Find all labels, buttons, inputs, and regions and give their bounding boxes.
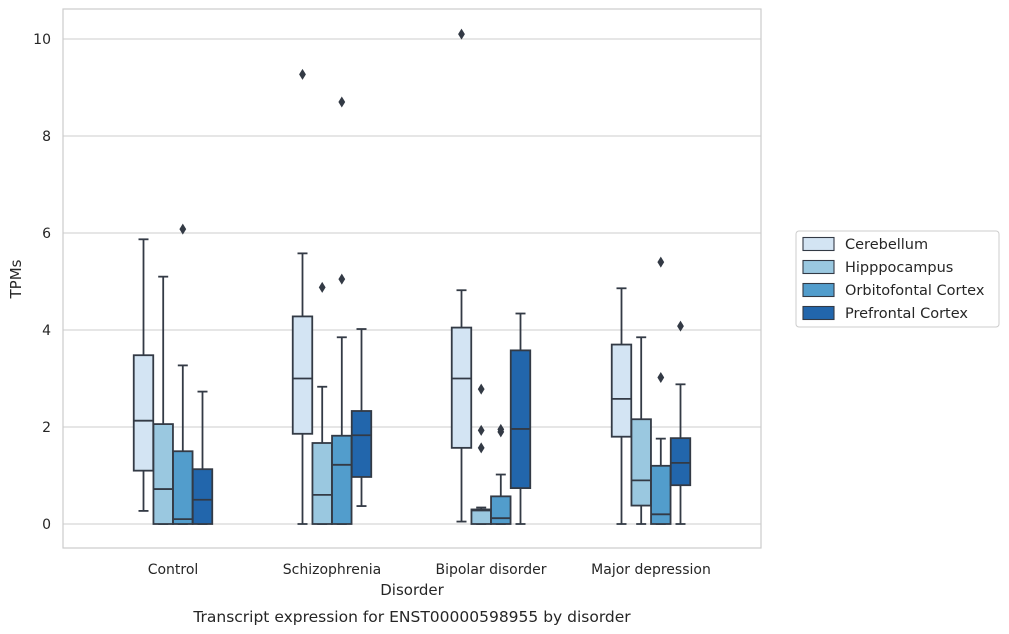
box-3-1 [350, 328, 373, 507]
x-tick-label: Bipolar disorder [435, 562, 546, 578]
legend-frame [795, 230, 1000, 328]
box-0-0 [132, 238, 155, 512]
outlier-point [657, 372, 665, 384]
legend-label: Prefrontal Cortex [845, 306, 968, 322]
y-tick-label: 10 [33, 32, 51, 48]
x-axis-ticks: Control Schizophrenia Bipolar disorder Majo… [148, 562, 711, 578]
outlier-point [497, 426, 505, 438]
plot-area [132, 28, 692, 525]
box-3-3 [669, 320, 692, 525]
box-body [132, 354, 155, 472]
x-tick-label: Schizophrenia [283, 562, 381, 578]
legend-swatch [802, 236, 835, 252]
legend-swatch [802, 282, 835, 298]
box-body [509, 349, 532, 490]
box-body [490, 495, 512, 525]
outlier-point [477, 424, 485, 436]
outlier-point [677, 320, 684, 332]
outlier-point [338, 96, 346, 108]
box-3-2 [509, 312, 532, 525]
chart-caption: Transcript expression for ENST0000059895… [192, 608, 631, 626]
box-body [191, 468, 214, 525]
outlier-point [318, 281, 326, 293]
box-1-1 [311, 281, 333, 525]
x-axis-title: Disorder [380, 581, 444, 599]
outlier-point [477, 383, 485, 395]
box-2-2 [490, 423, 512, 525]
legend-label: Orbitofontal Cortex [845, 283, 985, 299]
outlier-point [338, 273, 346, 285]
box-body [311, 442, 333, 525]
y-tick-label: 0 [42, 517, 51, 533]
box-0-1 [291, 68, 314, 525]
outlier-point [299, 68, 306, 80]
legend-swatch [802, 305, 835, 321]
box-2-3 [650, 256, 672, 525]
y-axis-ticks: 0 2 4 6 8 10 [33, 32, 51, 533]
legend-swatch [802, 259, 835, 275]
outlier-point [179, 223, 187, 235]
box-body [650, 464, 672, 525]
box-body [450, 326, 473, 449]
x-tick-label: Major depression [591, 562, 711, 578]
box-body [669, 437, 692, 487]
y-tick-label: 4 [42, 323, 51, 339]
box-body [470, 508, 492, 525]
legend-label: Cerebellum [845, 237, 928, 253]
box-body [152, 423, 174, 525]
box-2-1 [331, 96, 353, 525]
box-body [610, 343, 633, 438]
box-body [630, 418, 652, 507]
box-body [331, 434, 353, 525]
box-body [350, 410, 373, 478]
box-3-0 [191, 390, 214, 525]
y-tick-label: 6 [42, 226, 51, 242]
outlier-point [458, 28, 465, 40]
legend-label: Hipppocampus [845, 260, 953, 276]
x-tick-label: Control [148, 562, 199, 578]
box-0-2 [450, 28, 473, 523]
box-2-0 [172, 223, 194, 525]
box-body [172, 450, 194, 525]
box-0-3 [610, 287, 633, 525]
legend: Cerebellum Hipppocampus Orbitofontal Corte… [795, 230, 1000, 328]
outlier-point [657, 256, 665, 268]
box-body [291, 315, 314, 435]
box-1-2 [470, 383, 492, 525]
y-tick-label: 2 [42, 420, 51, 436]
box-1-0 [152, 275, 174, 525]
box-1-3 [630, 336, 652, 525]
y-axis-title: TPMs [7, 259, 25, 299]
outlier-point [477, 442, 485, 454]
y-tick-label: 8 [42, 129, 51, 145]
plot-frame [62, 8, 762, 549]
